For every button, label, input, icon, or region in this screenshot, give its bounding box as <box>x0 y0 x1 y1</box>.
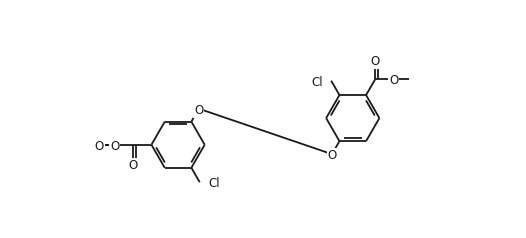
Text: Cl: Cl <box>311 76 323 89</box>
Text: O: O <box>95 140 104 153</box>
Text: O: O <box>389 74 398 87</box>
Text: O: O <box>327 149 337 162</box>
Text: O: O <box>194 104 204 117</box>
Text: O: O <box>128 159 138 172</box>
Text: O: O <box>389 74 398 87</box>
Text: O: O <box>371 55 380 68</box>
Text: O: O <box>128 159 138 172</box>
Text: O: O <box>194 104 204 117</box>
Text: Cl: Cl <box>208 177 220 190</box>
Text: Cl: Cl <box>208 177 220 190</box>
Text: O: O <box>110 140 119 153</box>
Text: O: O <box>371 55 380 68</box>
Text: O: O <box>327 149 337 162</box>
Text: Cl: Cl <box>311 76 323 89</box>
Text: O: O <box>110 140 119 153</box>
